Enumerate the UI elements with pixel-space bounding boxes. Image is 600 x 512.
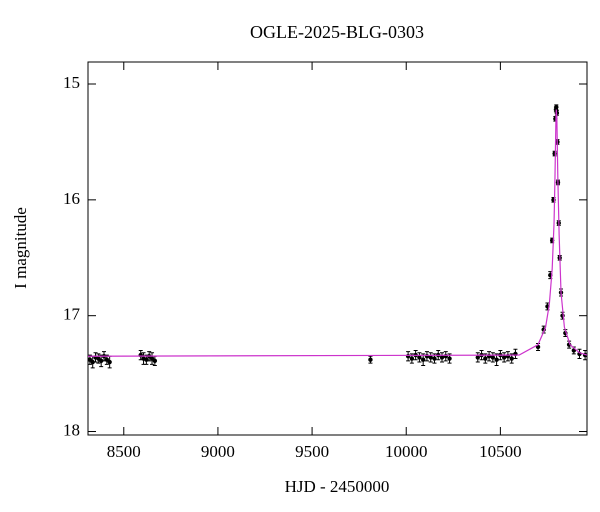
x-axis-label: HJD - 2450000	[285, 477, 390, 496]
data-point	[439, 355, 445, 360]
data-point	[501, 355, 507, 360]
data-point	[475, 355, 480, 360]
x-tick-label: 9000	[201, 442, 235, 461]
chart-title: OGLE-2025-BLG-0303	[250, 22, 424, 42]
data-point	[420, 357, 426, 362]
x-tick-label: 10000	[385, 442, 428, 461]
plot-frame	[87, 61, 588, 436]
data-point	[494, 357, 499, 362]
data-point	[409, 356, 415, 361]
y-tick-label: 17	[63, 305, 81, 324]
data-point	[560, 313, 565, 318]
data-point	[152, 358, 158, 364]
data-point	[428, 355, 433, 360]
data-point	[368, 357, 373, 362]
y-tick-label: 16	[63, 189, 80, 208]
y-axis-label: I magnitude	[11, 207, 30, 289]
data-point	[554, 104, 559, 110]
data-point	[417, 355, 422, 360]
data-point	[552, 151, 557, 156]
data-point	[432, 356, 437, 361]
data-point	[98, 358, 104, 364]
data-point	[90, 359, 95, 365]
data-point	[107, 359, 112, 365]
x-tick-label: 10500	[479, 442, 522, 461]
data-point	[447, 356, 452, 361]
data-point	[509, 356, 514, 361]
data-point	[490, 355, 496, 360]
y-tick-label: 15	[63, 73, 80, 92]
x-tick-label: 9500	[295, 442, 329, 461]
y-tick-label: 18	[63, 420, 80, 439]
x-tick-label: 8500	[107, 442, 141, 461]
data-point	[405, 354, 411, 359]
data-point	[483, 356, 488, 361]
model-curve	[87, 109, 588, 357]
data-point	[424, 354, 430, 359]
